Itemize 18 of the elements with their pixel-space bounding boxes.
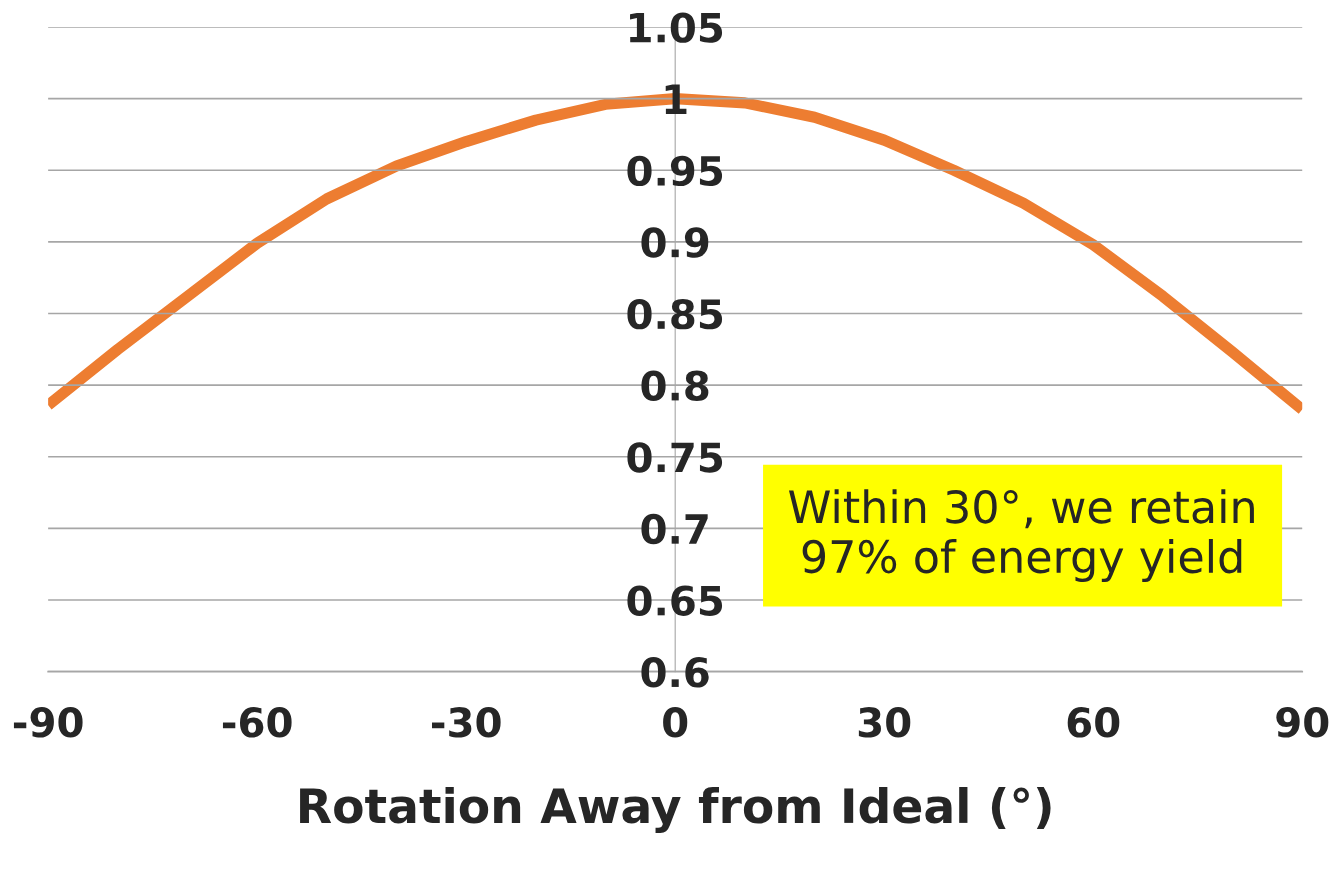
y-tick-label: 0.85 (627, 298, 723, 330)
x-tick-label: -90 (13, 707, 83, 738)
x-tick-label: 0 (663, 707, 688, 738)
y-tick-label: 0.8 (641, 370, 709, 401)
x-tick-label: 60 (1067, 707, 1120, 738)
annotation: Within 30°, we retain 97% of energy yield (788, 489, 1254, 583)
x-tick-label: -30 (431, 707, 501, 738)
y-tick-label: 0.7 (641, 513, 708, 545)
x-tick-label: 30 (858, 707, 911, 738)
x-tick-label: 90 (1276, 707, 1329, 738)
y-tick-label: 0.95 (627, 155, 723, 187)
y-tick-label: 0.9 (641, 227, 709, 258)
y-tick-label: 0.65 (627, 585, 723, 616)
x-tick-label: -60 (222, 707, 292, 738)
y-tick-label: 1.05 (630, 12, 723, 43)
y-tick-label: 0.75 (627, 442, 723, 473)
y-tick-label: 0.6 (641, 657, 709, 688)
x-axis-title: Rotation Away from Ideal (°) (300, 787, 1051, 834)
